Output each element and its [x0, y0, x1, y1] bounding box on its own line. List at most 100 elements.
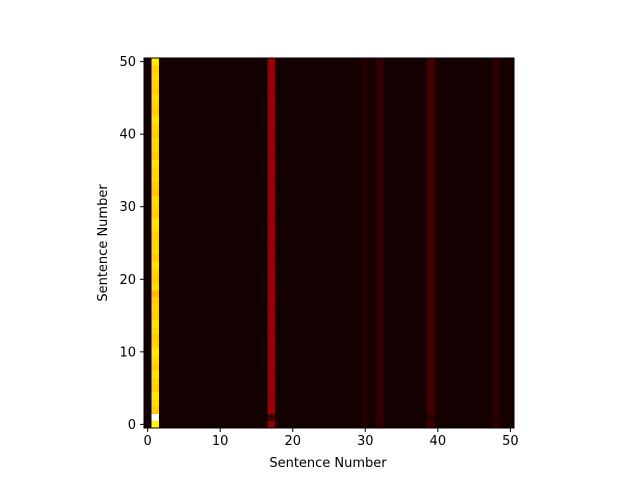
heatmap-cell [376, 398, 384, 407]
plot-area [144, 58, 514, 429]
heatmap-cell [361, 326, 370, 334]
heatmap-cell [376, 268, 384, 276]
heatmap-cell [151, 239, 159, 247]
heatmap-cell [151, 108, 159, 117]
heatmap-cell [376, 210, 384, 218]
heatmap-cell [361, 253, 370, 262]
heatmap-cell [492, 159, 500, 168]
heatmap-cell [426, 261, 435, 269]
heatmap-cell [361, 94, 370, 102]
heatmap-cell [151, 420, 159, 429]
heatmap-cell [151, 181, 159, 189]
heatmap-cell [151, 145, 159, 153]
heatmap-cell [267, 406, 275, 414]
heatmap-cell [267, 311, 275, 320]
heatmap-cell [426, 239, 435, 247]
heatmap-cell [492, 355, 500, 363]
heatmap-cell [492, 188, 500, 197]
heatmap-cell [361, 413, 370, 422]
heatmap-cell [361, 290, 370, 298]
heatmap-cell [492, 137, 500, 146]
heatmap-cell [267, 369, 275, 378]
heatmap-cell [492, 174, 500, 182]
heatmap-cell [492, 290, 500, 298]
heatmap-cell [151, 369, 159, 378]
heatmap-cell [492, 195, 500, 204]
heatmap-cell [492, 398, 500, 407]
heatmap-cell [426, 145, 435, 153]
heatmap-cell [426, 195, 435, 204]
heatmap-cell [376, 362, 384, 371]
heatmap-cell [426, 348, 435, 356]
y-tick-label: 20 [119, 273, 136, 288]
heatmap-cell [492, 166, 500, 175]
heatmap-cell [376, 65, 384, 73]
heatmap-cell [426, 152, 435, 160]
heatmap-cell [426, 290, 435, 298]
heatmap-cell [426, 282, 435, 291]
heatmap-cell [376, 290, 384, 298]
heatmap-cell [492, 79, 500, 88]
heatmap-cell [151, 232, 159, 240]
heatmap-cell [492, 369, 500, 378]
x-tick-label: 10 [212, 434, 229, 449]
heatmap-cell [151, 94, 159, 102]
heatmap-cell [426, 369, 435, 378]
heatmap-cell [376, 116, 384, 124]
heatmap-column [426, 58, 435, 429]
heatmap-cell [361, 398, 370, 407]
heatmap-cell [426, 311, 435, 320]
heatmap-cell [151, 304, 159, 313]
heatmap-cell [426, 217, 435, 226]
heatmap-cell [361, 333, 370, 342]
heatmap-cell [267, 377, 275, 385]
heatmap-cell [376, 87, 384, 95]
x-tick-label: 50 [502, 434, 519, 449]
heatmap-cell [426, 65, 435, 73]
heatmap-cell [492, 246, 500, 255]
heatmap-cell [426, 326, 435, 334]
heatmap-cell [267, 290, 275, 298]
heatmap-cell [267, 101, 275, 110]
heatmap-cell [361, 311, 370, 320]
heatmap-cell [376, 181, 384, 189]
heatmap-cell [376, 348, 384, 356]
heatmap-column [376, 58, 384, 429]
heatmap-cell [492, 123, 500, 131]
heatmap-cell [151, 87, 159, 95]
heatmap-cell [361, 384, 370, 393]
heatmap-cell [267, 348, 275, 356]
heatmap-cell [376, 152, 384, 160]
heatmap-cell [492, 362, 500, 371]
heatmap-cell [361, 355, 370, 363]
heatmap-cell [361, 101, 370, 110]
heatmap-cell [361, 340, 370, 349]
heatmap-cell [426, 232, 435, 240]
heatmap-cell [267, 333, 275, 342]
heatmap-cell [376, 166, 384, 175]
heatmap-cell [267, 174, 275, 182]
heatmap-cell [267, 152, 275, 160]
heatmap-cell [267, 181, 275, 189]
heatmap-cell [426, 304, 435, 313]
heatmap-cell [267, 268, 275, 276]
x-axis-ticks: 0 10 20 30 40 50 [143, 428, 519, 449]
heatmap-cell [376, 137, 384, 146]
heatmap-cell [376, 239, 384, 247]
heatmap-cell [151, 188, 159, 197]
heatmap-cell [426, 224, 435, 233]
heatmap-cell [426, 340, 435, 349]
heatmap-cell [376, 311, 384, 320]
heatmap-cell [492, 326, 500, 334]
heatmap-cell [361, 362, 370, 371]
heatmap-cell [361, 261, 370, 269]
heatmap-cell [492, 275, 500, 284]
heatmap-background [144, 58, 514, 428]
heatmap-cell [492, 145, 500, 153]
heatmap-cell [426, 362, 435, 371]
heatmap-cell [376, 304, 384, 313]
heatmap-cell [376, 282, 384, 291]
heatmap-cell [361, 137, 370, 146]
heatmap-cell [361, 58, 370, 66]
heatmap-cell [361, 152, 370, 160]
